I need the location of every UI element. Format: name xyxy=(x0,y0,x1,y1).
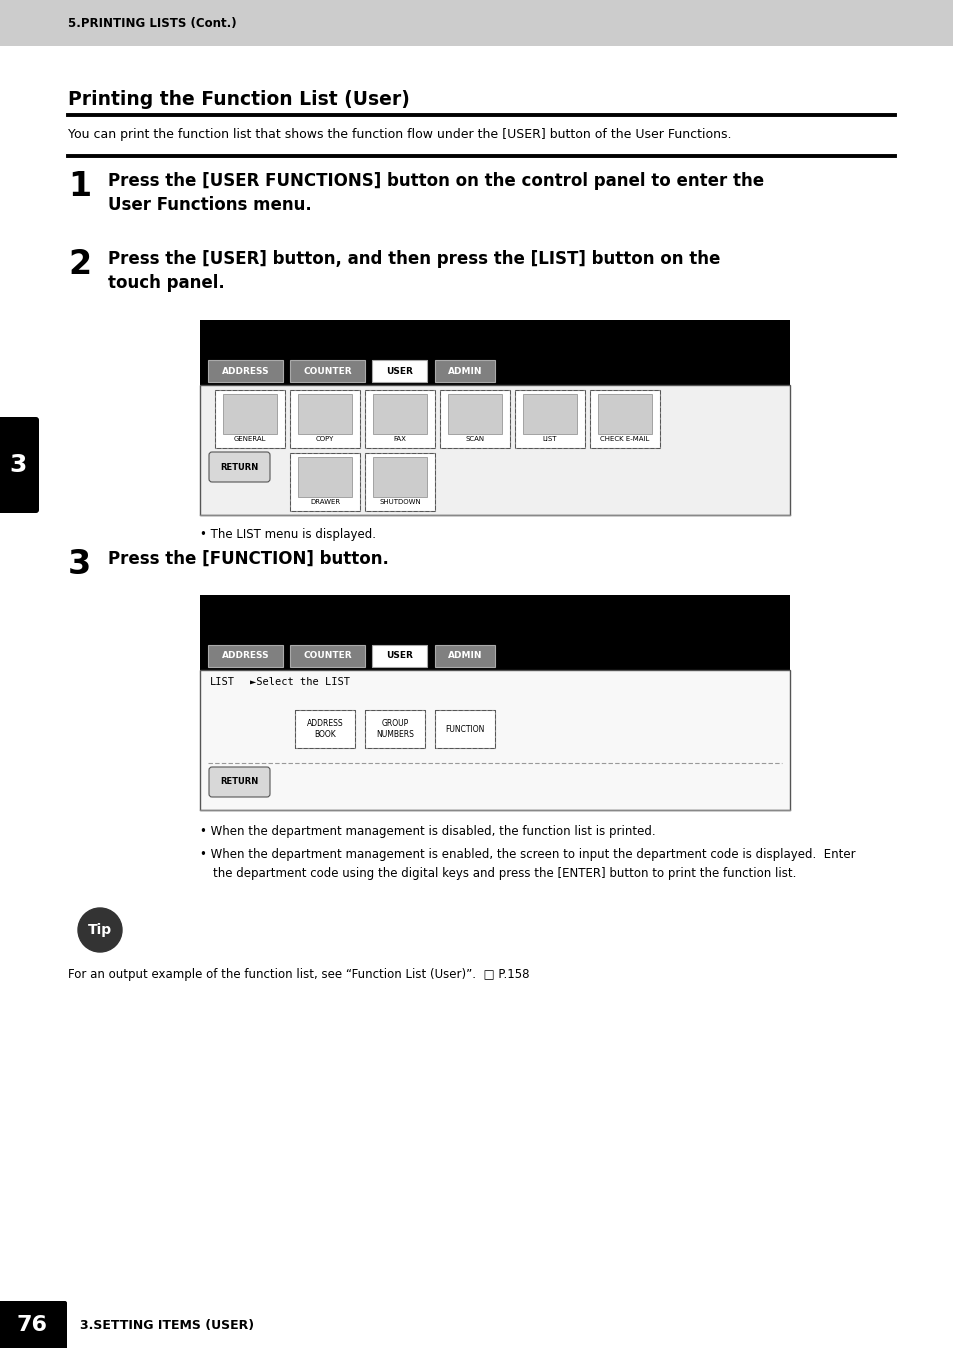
FancyBboxPatch shape xyxy=(0,1301,67,1348)
Bar xyxy=(435,710,495,748)
Text: Printing the Function List (User): Printing the Function List (User) xyxy=(68,90,410,109)
Bar xyxy=(290,390,359,448)
Bar xyxy=(0,1305,953,1348)
Bar xyxy=(448,394,501,434)
Text: Tip: Tip xyxy=(88,923,112,937)
Bar xyxy=(214,390,285,448)
Text: RETURN: RETURN xyxy=(219,462,258,472)
Text: SCAN: SCAN xyxy=(465,435,484,442)
Bar xyxy=(0,0,953,46)
Bar xyxy=(365,453,435,511)
Text: Press the [USER] button, and then press the [LIST] button on the
touch panel.: Press the [USER] button, and then press … xyxy=(108,249,720,291)
Bar xyxy=(365,453,435,511)
Bar xyxy=(290,453,359,511)
Text: COUNTER: COUNTER xyxy=(303,651,352,661)
Bar xyxy=(365,710,424,748)
Text: 5.PRINTING LISTS (Cont.): 5.PRINTING LISTS (Cont.) xyxy=(68,16,236,30)
Text: 3: 3 xyxy=(10,453,27,477)
Text: • When the department management is disabled, the function list is printed.: • When the department management is disa… xyxy=(200,825,655,838)
Text: 3: 3 xyxy=(68,549,91,581)
Text: ADMIN: ADMIN xyxy=(447,367,482,376)
Bar xyxy=(290,390,359,448)
Bar xyxy=(290,360,365,381)
Bar xyxy=(208,644,283,667)
Bar xyxy=(290,453,359,511)
Bar xyxy=(290,644,365,667)
Text: the department code using the digital keys and press the [ENTER] button to print: the department code using the digital ke… xyxy=(213,867,796,880)
Bar xyxy=(439,390,510,448)
Text: ADDRESS: ADDRESS xyxy=(221,651,269,661)
Bar xyxy=(365,390,435,448)
Bar xyxy=(589,390,659,448)
Text: LIST: LIST xyxy=(542,435,557,442)
Bar xyxy=(294,710,355,748)
Text: USER: USER xyxy=(386,367,413,376)
Bar xyxy=(515,390,584,448)
Circle shape xyxy=(78,909,122,952)
Text: GROUP
NUMBERS: GROUP NUMBERS xyxy=(375,720,414,739)
Bar xyxy=(223,394,276,434)
Text: 76: 76 xyxy=(16,1316,48,1335)
Bar xyxy=(200,594,789,670)
Bar xyxy=(522,394,577,434)
Bar xyxy=(439,390,510,448)
Text: Press the [FUNCTION] button.: Press the [FUNCTION] button. xyxy=(108,550,389,568)
Bar xyxy=(435,644,495,667)
Text: Press the [USER FUNCTIONS] button on the control panel to enter the
User Functio: Press the [USER FUNCTIONS] button on the… xyxy=(108,173,763,213)
Bar xyxy=(297,394,352,434)
Bar xyxy=(373,457,427,497)
Bar xyxy=(589,390,659,448)
Bar xyxy=(200,319,789,386)
Text: FAX: FAX xyxy=(394,435,406,442)
Text: COPY: COPY xyxy=(315,435,334,442)
Text: ADDRESS: ADDRESS xyxy=(221,367,269,376)
Bar xyxy=(200,386,789,515)
Text: LIST: LIST xyxy=(210,677,234,687)
Text: DRAWER: DRAWER xyxy=(310,499,339,506)
Text: 1: 1 xyxy=(68,170,91,204)
Bar xyxy=(365,390,435,448)
Text: For an output example of the function list, see “Function List (User)”.  □ P.158: For an output example of the function li… xyxy=(68,968,529,981)
Bar xyxy=(214,390,285,448)
Text: FUNCTION: FUNCTION xyxy=(445,724,484,733)
Text: GENERAL: GENERAL xyxy=(233,435,266,442)
Text: USER: USER xyxy=(386,651,413,661)
Bar xyxy=(294,710,355,748)
Bar xyxy=(373,394,427,434)
Text: ►Select the LIST: ►Select the LIST xyxy=(250,677,350,687)
Text: 3.SETTING ITEMS (USER): 3.SETTING ITEMS (USER) xyxy=(80,1318,253,1332)
FancyBboxPatch shape xyxy=(209,452,270,483)
Bar xyxy=(515,390,584,448)
Text: COUNTER: COUNTER xyxy=(303,367,352,376)
Bar xyxy=(372,644,427,667)
Bar xyxy=(598,394,651,434)
FancyBboxPatch shape xyxy=(0,417,39,514)
Bar xyxy=(297,457,352,497)
Bar xyxy=(365,710,424,748)
Text: ADMIN: ADMIN xyxy=(447,651,482,661)
Bar xyxy=(435,360,495,381)
Bar xyxy=(200,670,789,810)
Text: ADDRESS
BOOK: ADDRESS BOOK xyxy=(306,720,343,739)
Text: 2: 2 xyxy=(68,248,91,280)
Text: CHECK E-MAIL: CHECK E-MAIL xyxy=(599,435,649,442)
Text: SHUTDOWN: SHUTDOWN xyxy=(378,499,420,506)
Bar xyxy=(435,710,495,748)
Text: • When the department management is enabled, the screen to input the department : • When the department management is enab… xyxy=(200,848,855,861)
Text: You can print the function list that shows the function flow under the [USER] bu: You can print the function list that sho… xyxy=(68,128,731,142)
Bar xyxy=(372,360,427,381)
FancyBboxPatch shape xyxy=(209,767,270,797)
Text: • The LIST menu is displayed.: • The LIST menu is displayed. xyxy=(200,528,375,541)
Text: RETURN: RETURN xyxy=(219,778,258,786)
Bar xyxy=(208,360,283,381)
